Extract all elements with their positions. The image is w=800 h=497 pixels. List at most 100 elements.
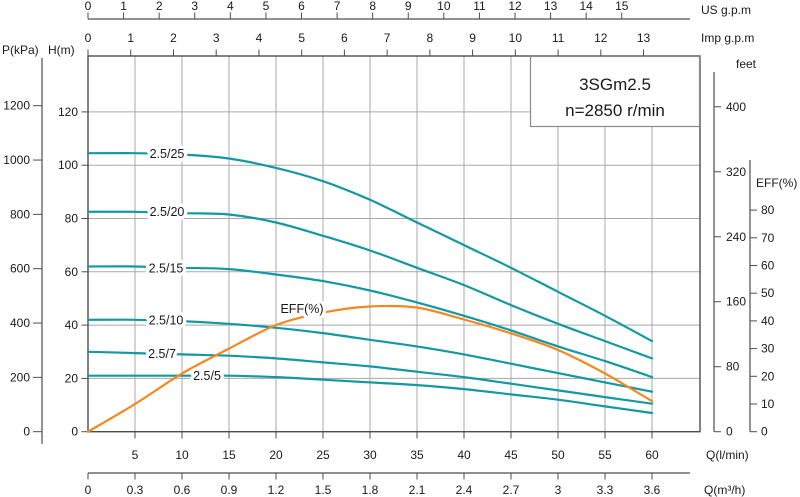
efficiency-tick-label: 10 (761, 397, 775, 411)
efficiency-tick-label: 80 (761, 203, 775, 217)
efficiency-tick-label: 60 (761, 259, 775, 273)
imp-gpm-tick-label: 11 (552, 31, 565, 45)
efficiency-tick-label: 70 (761, 231, 775, 245)
flow-lmin-tick-label: 25 (316, 448, 330, 462)
efficiency-tick-label: 50 (761, 286, 775, 300)
pump-speed-label: n=2850 r/min (565, 101, 665, 120)
flow-lmin-tick-label: 10 (175, 448, 189, 462)
us-gpm-tick-label: 3 (191, 0, 198, 13)
efficiency-axis-title: EFF(%) (756, 176, 797, 190)
feet-tick-label: 400 (726, 100, 746, 114)
efficiency-axis: 0 10 20 30 40 50 60 70 80 EFF(%) (749, 160, 797, 439)
feet-tick-label: 160 (726, 295, 746, 309)
imp-gpm-axis: 0 1 2 3 4 5 6 7 8 9 10 11 12 13 Imp g.p.m (85, 31, 754, 56)
us-gpm-tick-label: 5 (263, 0, 270, 13)
efficiency-curve (86, 304, 654, 433)
flow-m3h-axis-title: Q(m³/h) (704, 483, 745, 497)
us-gpm-tick-label: 6 (298, 0, 305, 13)
plot-border (87, 55, 701, 433)
pressure-tick-label: 600 (10, 262, 30, 276)
title-box-frame (529, 55, 701, 128)
imp-gpm-tick-label: 4 (256, 31, 263, 45)
flow-lmin-tick-label: 30 (363, 448, 377, 462)
head-tick-label: 120 (58, 105, 78, 119)
curve-labels: 2.5/25 2.5/20 2.5/15 2.5/10 2.5/7 2.5/5 EFF(%) (145, 144, 327, 387)
imp-gpm-tick-label: 1 (127, 31, 134, 45)
curve-label-2.5-7: 2.5/7 (148, 347, 176, 361)
imp-gpm-tick-label: 10 (509, 31, 523, 45)
imp-gpm-tick-label: 8 (427, 31, 434, 45)
imp-gpm-tick-label: 2 (170, 31, 177, 45)
feet-axis-title: feet (736, 57, 757, 71)
imp-gpm-tick-label: 13 (637, 31, 651, 45)
pressure-tick-label: 1000 (3, 153, 30, 167)
imp-gpm-tick-label: 7 (384, 31, 391, 45)
curve-label-2.5-20: 2.5/20 (150, 205, 185, 219)
title-box: 3SGm2.5 n=2850 r/min (529, 55, 701, 128)
flow-lmin-tick-label: 40 (457, 448, 471, 462)
us-gpm-tick-label: 7 (334, 0, 341, 13)
head-axis: 0 20 40 60 80 100 120 H(m) (48, 43, 88, 439)
us-gpm-tick-label: 2 (156, 0, 163, 13)
us-gpm-tick-label: 12 (508, 0, 522, 13)
head-curve-2.5-7 (86, 350, 654, 405)
imp-gpm-tick-label: 6 (341, 31, 348, 45)
us-gpm-tick-label: 1 (120, 0, 127, 13)
feet-axis: 0 80 160 240 320 400 feet (713, 57, 757, 439)
flow-m3h-tick-label: 2.7 (503, 483, 520, 497)
curve-label-2.5-5: 2.5/5 (193, 369, 221, 383)
flow-lmin-tick-label: 5 (132, 448, 139, 462)
head-curve-2.5-25 (86, 152, 654, 343)
flow-m3h-tick-label: 0.9 (221, 483, 238, 497)
flow-m3h-tick-label: 3 (555, 483, 562, 497)
head-tick-label: 100 (58, 158, 78, 172)
flow-lmin-tick-label: 60 (645, 448, 659, 462)
imp-gpm-tick-label: 5 (298, 31, 305, 45)
us-gpm-tick-label: 14 (579, 0, 593, 13)
flow-m3h-tick-label: 2.4 (456, 483, 473, 497)
imp-gpm-axis-title: Imp g.p.m (701, 31, 754, 45)
head-curve-2.5-20 (86, 210, 654, 360)
us-gpm-tick-label: 4 (227, 0, 234, 13)
head-tick-label: 20 (65, 371, 79, 385)
flow-m3h-tick-label: 2.1 (409, 483, 426, 497)
flow-m3h-tick-label: 3.6 (644, 483, 661, 497)
flow-lmin-tick-label: 35 (410, 448, 424, 462)
head-tick-label: 80 (65, 212, 79, 226)
efficiency-tick-label: 30 (761, 342, 775, 356)
us-gpm-tick-label: 11 (473, 0, 486, 13)
curve-label-2.5-15: 2.5/15 (149, 262, 184, 276)
head-tick-label: 0 (71, 425, 78, 439)
feet-tick-label: 80 (726, 360, 740, 374)
flow-lmin-tick-label: 20 (269, 448, 283, 462)
us-gpm-tick-label: 9 (405, 0, 412, 13)
efficiency-tick-label: 0 (761, 425, 768, 439)
head-curve-2.5-15 (86, 265, 654, 379)
flow-m3h-tick-label: 1.5 (315, 483, 332, 497)
feet-tick-label: 0 (726, 425, 733, 439)
imp-gpm-tick-label: 0 (85, 31, 92, 45)
pressure-axis: 0 200 400 600 800 1000 1200 P(kPa) (2, 43, 43, 444)
us-gpm-tick-label: 0 (85, 0, 92, 13)
flow-m3h-tick-label: 1.8 (362, 483, 379, 497)
pressure-tick-label: 0 (23, 425, 30, 439)
flow-m3h-axis: 0 0.3 0.6 0.9 1.2 1.5 1.8 2.1 2.4 2.7 3 3.3 3.6 Q(m³/… (85, 472, 745, 497)
flow-lmin-tick-label: 50 (551, 448, 565, 462)
efficiency-tick-label: 40 (761, 314, 775, 328)
curve-label-eff: EFF(%) (280, 302, 323, 316)
us-gpm-axis: 0 1 2 3 4 5 6 7 8 9 10 11 12 13 14 15 US g.p.m (85, 0, 751, 20)
head-axis-title: H(m) (48, 43, 75, 57)
head-curve-2.5-5 (86, 374, 654, 415)
pressure-tick-label: 400 (10, 316, 30, 330)
plot-area (87, 55, 701, 433)
imp-gpm-tick-label: 9 (469, 31, 476, 45)
head-curve-2.5-10 (86, 318, 654, 393)
curves (86, 152, 654, 433)
curve-label-2.5-25: 2.5/25 (150, 147, 185, 161)
flow-m3h-tick-label: 0.3 (127, 483, 144, 497)
us-gpm-tick-label: 13 (544, 0, 558, 13)
flow-lmin-axis: 5 10 15 20 25 30 35 40 45 50 55 60 Q(l/min) (132, 431, 749, 462)
us-gpm-tick-label: 15 (615, 0, 629, 13)
